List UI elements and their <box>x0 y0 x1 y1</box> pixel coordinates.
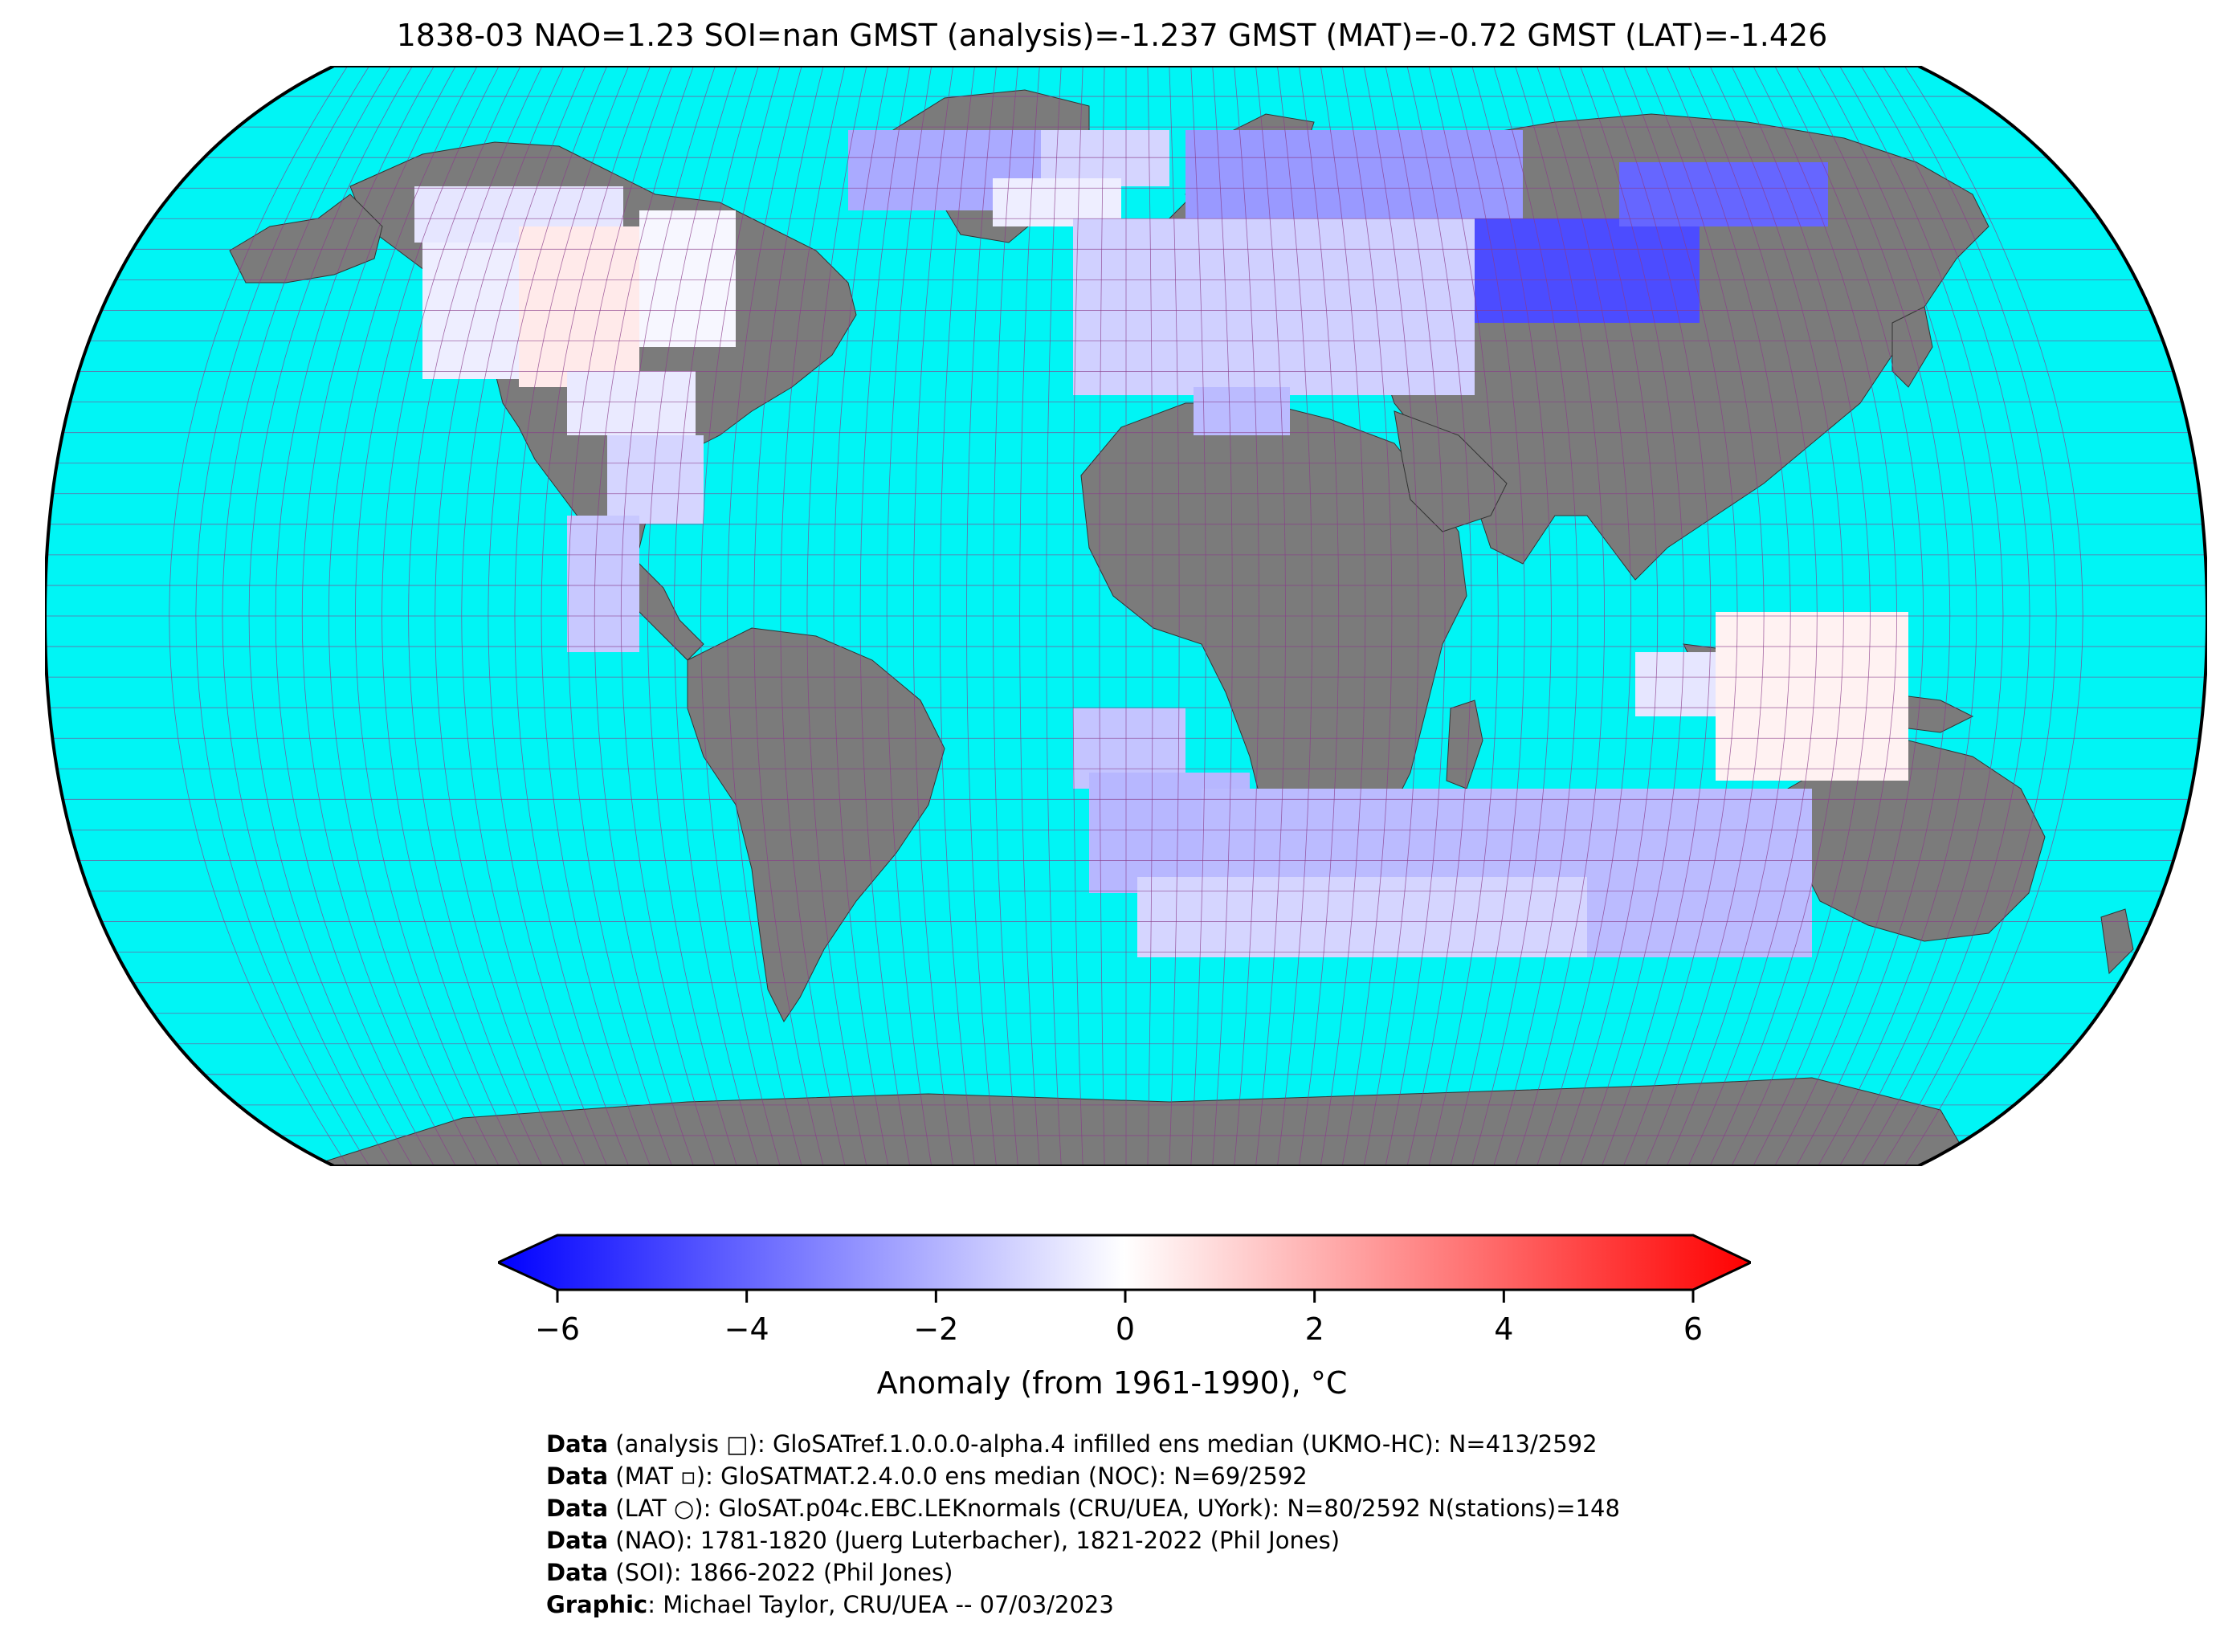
credits-block: Data (analysis □): GloSATref.1.0.0.0-alp… <box>546 1428 1620 1621</box>
anomaly-cell <box>607 435 704 524</box>
colorbar-tick-label: 2 <box>1305 1311 1324 1347</box>
colorbar: −6 −4 −2 0 2 4 6 <box>495 1227 1754 1372</box>
credit-key: Graphic <box>546 1591 648 1618</box>
credit-text: (MAT ▫): GloSATMAT.2.4.0.0 ens median (N… <box>608 1462 1308 1490</box>
credit-text: : Michael Taylor, CRU/UEA -- 07/03/2023 <box>647 1591 1114 1618</box>
landmass-arabia <box>1394 410 1508 532</box>
credit-key: Data <box>546 1527 609 1554</box>
colorbar-tick-label: −2 <box>913 1311 958 1347</box>
colorbar-svg: −6 −4 −2 0 2 4 6 <box>495 1234 1754 1347</box>
colorbar-tick-label: 4 <box>1494 1311 1513 1347</box>
anomaly-cell <box>1716 612 1908 781</box>
anomaly-cell <box>567 516 639 652</box>
map-title: 1838-03 NAO=1.23 SOI=nan GMST (analysis)… <box>396 18 1828 53</box>
landmass-antarctica <box>309 1077 1973 1166</box>
credit-text: (NAO): 1781-1820 (Juerg Luterbacher), 18… <box>608 1527 1341 1554</box>
anomaly-cell <box>1185 130 1523 226</box>
credit-text: (LAT ○): GloSAT.p04c.EBC.LEKnormals (CRU… <box>608 1495 1620 1522</box>
anomaly-cell <box>1619 162 1828 226</box>
credit-key: Data <box>546 1430 609 1458</box>
colorbar-ticks: −6 −4 −2 0 2 4 6 <box>535 1290 1703 1347</box>
anomaly-cell <box>1459 218 1700 323</box>
credit-line: Data (analysis □): GloSATref.1.0.0.0-alp… <box>546 1428 1620 1460</box>
colorbar-tick-label: −6 <box>535 1311 580 1347</box>
credit-line: Data (SOI): 1866-2022 (Phil Jones) <box>546 1556 1620 1589</box>
anomaly-cell <box>519 226 639 387</box>
landmass-new-zealand <box>2100 908 2134 975</box>
anomaly-cell <box>1194 387 1290 435</box>
world-map <box>45 66 2207 1166</box>
credit-key: Data <box>546 1462 609 1490</box>
colorbar-tick-label: 0 <box>1116 1311 1135 1347</box>
map-boundary <box>45 66 2207 1166</box>
colorbar-body <box>495 1234 1754 1291</box>
colorbar-tick-label: 6 <box>1683 1311 1703 1347</box>
colorbar-tick-label: −4 <box>724 1311 769 1347</box>
anomaly-map-svg <box>45 66 2207 1166</box>
credit-key: Data <box>546 1559 609 1586</box>
credit-line: Data (NAO): 1781-1820 (Juerg Luterbacher… <box>546 1524 1620 1556</box>
credit-key: Data <box>546 1495 609 1522</box>
anomaly-cell <box>639 210 736 347</box>
credit-line: Data (LAT ○): GloSAT.p04c.EBC.LEKnormals… <box>546 1492 1620 1524</box>
anomaly-cell <box>567 371 696 435</box>
anomaly-cells <box>414 130 1908 957</box>
credit-text: (analysis □): GloSATref.1.0.0.0-alpha.4 … <box>608 1430 1598 1458</box>
landmass-japan <box>1891 306 1933 388</box>
anomaly-cell <box>1137 877 1587 957</box>
landmass-alaska <box>229 194 383 283</box>
credit-text: (SOI): 1866-2022 (Phil Jones) <box>608 1559 953 1586</box>
anomaly-cell <box>1073 218 1475 395</box>
colorbar-label: Anomaly (from 1961-1990), °C <box>876 1365 1348 1401</box>
landmass-africa <box>1080 402 1467 878</box>
credit-line: Data (MAT ▫): GloSATMAT.2.4.0.0 ens medi… <box>546 1460 1620 1492</box>
anomaly-cell <box>1635 652 1716 716</box>
anomaly-cell <box>1041 130 1169 186</box>
credit-line: Graphic: Michael Taylor, CRU/UEA -- 07/0… <box>546 1589 1620 1621</box>
graticule <box>45 66 2207 1166</box>
landmass-south-america <box>687 627 945 1022</box>
